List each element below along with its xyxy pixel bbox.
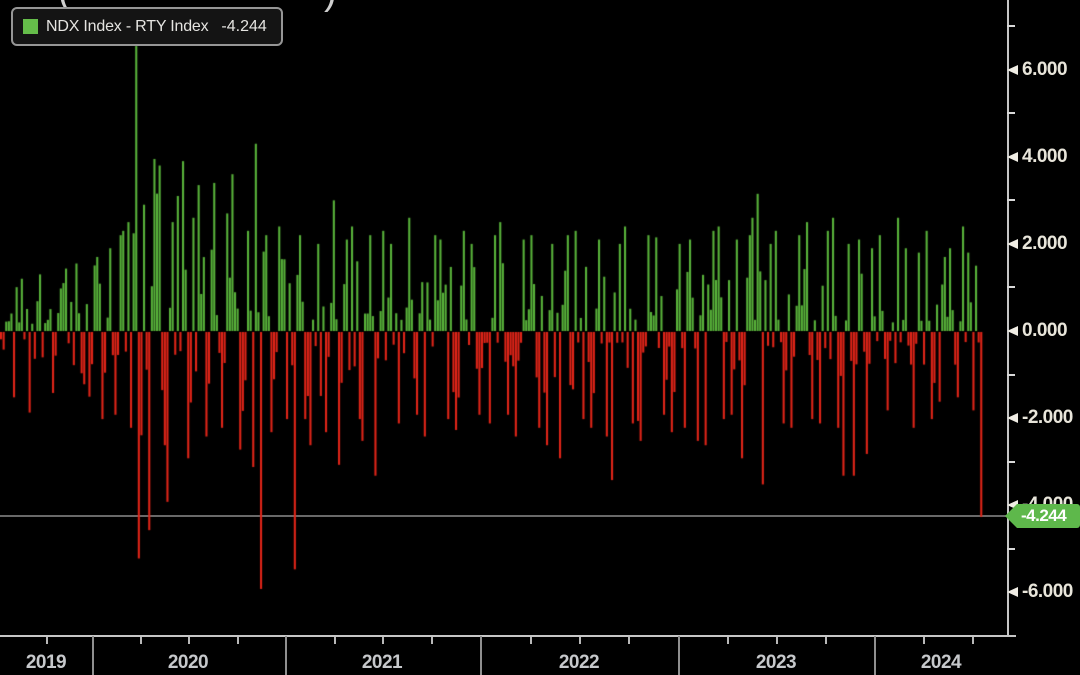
x-axis-quarter-tick	[972, 637, 974, 644]
y-axis-tick-arrow	[1007, 413, 1018, 424]
y-axis-minor-tick	[1007, 25, 1015, 28]
y-axis-minor-tick	[1007, 373, 1015, 376]
y-axis-tick-label: 6.000	[1022, 58, 1068, 80]
x-axis-quarter-tick	[530, 637, 532, 644]
x-axis-year-separator	[678, 636, 680, 675]
x-axis-year-label: 2023	[755, 652, 797, 673]
y-axis-tick-arrow	[1007, 326, 1018, 336]
y-axis-tick-arrow	[1007, 64, 1018, 75]
badge-arrow-icon	[1005, 504, 1017, 528]
x-axis-year-separator	[92, 636, 94, 675]
x-axis-quarter-tick	[727, 637, 729, 644]
x-axis-quarter-tick	[140, 637, 142, 644]
x-axis-year-separator	[874, 636, 876, 675]
y-axis-tick-arrow	[1007, 587, 1018, 598]
y-axis-tick-label: -2.000	[1022, 407, 1073, 429]
x-axis-line	[0, 635, 1016, 637]
x-axis-quarter-tick	[237, 637, 239, 644]
y-axis-tick-label: 4.000	[1022, 145, 1068, 167]
x-axis-year-label: 2021	[361, 652, 403, 673]
x-axis-quarter-tick	[46, 637, 48, 644]
x-axis-year-label: 2020	[167, 652, 209, 673]
legend-last-value: -4.244	[221, 17, 267, 35]
y-axis-minor-tick	[1007, 112, 1015, 115]
legend-series-label: NDX Index - RTY Index	[46, 17, 209, 35]
x-axis-year-separator	[480, 636, 482, 675]
y-axis-minor-tick	[1007, 460, 1015, 463]
x-axis-quarter-tick	[188, 637, 190, 644]
y-axis-line	[1007, 0, 1009, 637]
x-axis-year-label: 2022	[558, 652, 600, 673]
x-axis-year-separator	[285, 636, 287, 675]
last-value-badge-text: -4.244	[1021, 506, 1067, 525]
x-axis-quarter-tick	[923, 637, 925, 644]
y-axis-tick-label: 0.000	[1022, 320, 1068, 341]
x-axis-quarter-tick	[334, 637, 336, 644]
y-axis-tick-label: 2.000	[1022, 232, 1068, 254]
y-axis-tick-arrow	[1007, 151, 1018, 162]
y-axis-minor-tick	[1007, 286, 1015, 289]
y-axis-tick-arrow	[1007, 238, 1018, 249]
x-axis-year-label: 2019	[25, 652, 67, 673]
y-axis-tick-label: -6.000	[1022, 581, 1073, 603]
x-axis-quarter-tick	[431, 637, 433, 644]
y-axis-minor-tick	[1007, 199, 1015, 202]
x-axis-quarter-tick	[382, 637, 384, 644]
x-axis-quarter-tick	[776, 637, 778, 644]
last-value-badge: -4.244	[1005, 504, 1080, 528]
x-axis-quarter-tick	[825, 637, 827, 644]
legend-swatch-icon	[23, 19, 38, 34]
y-axis-minor-tick	[1007, 547, 1015, 550]
x-axis-quarter-tick	[628, 637, 630, 644]
legend-box[interactable]: NDX Index - RTY Index -4.244	[11, 7, 283, 46]
x-axis-quarter-tick	[579, 637, 581, 644]
x-axis-year-label: 2024	[920, 652, 962, 673]
